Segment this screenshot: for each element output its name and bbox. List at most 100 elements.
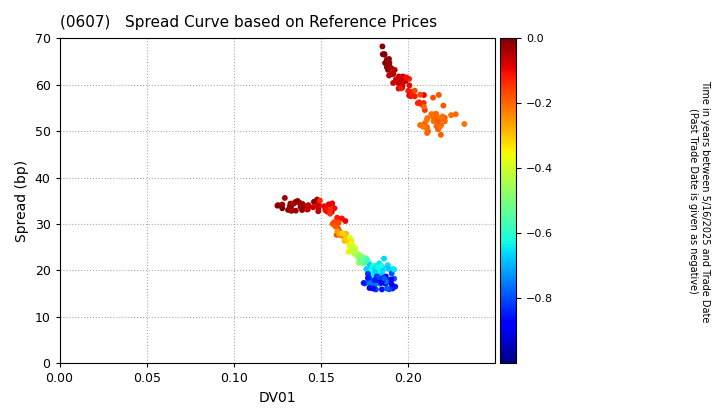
Point [370, 286, 382, 293]
Point [417, 101, 428, 108]
Point [387, 71, 399, 77]
Point [386, 281, 397, 287]
Point [374, 269, 385, 276]
Point [379, 51, 390, 58]
Point [348, 244, 359, 251]
Point [395, 83, 407, 90]
Point [294, 200, 306, 207]
Point [368, 270, 379, 277]
Point [387, 80, 399, 87]
Point [372, 267, 384, 274]
Point [301, 206, 312, 213]
Point [276, 205, 288, 212]
Point [341, 235, 352, 242]
Point [377, 277, 389, 284]
Point [381, 64, 392, 71]
Point [332, 225, 343, 232]
Point [324, 206, 336, 213]
Point [354, 256, 366, 262]
Point [366, 273, 377, 280]
Point [372, 274, 384, 281]
Point [343, 241, 355, 248]
Point [372, 264, 384, 271]
Point [383, 278, 395, 285]
Point [374, 261, 385, 268]
Point [346, 247, 357, 254]
Point [438, 114, 450, 121]
Point [344, 235, 356, 242]
Point [286, 202, 297, 208]
Point [397, 73, 409, 80]
Point [382, 265, 394, 272]
Point [348, 248, 360, 255]
Point [356, 253, 368, 260]
Point [365, 265, 377, 271]
Point [379, 280, 391, 287]
Point [333, 228, 345, 234]
Point [362, 268, 374, 274]
Point [432, 118, 444, 125]
Point [272, 202, 284, 209]
Point [377, 268, 389, 275]
Point [376, 286, 387, 293]
Point [354, 252, 365, 258]
Point [359, 259, 371, 266]
Point [364, 274, 375, 281]
Point [364, 262, 376, 268]
Point [331, 228, 343, 235]
Point [432, 114, 444, 121]
Point [336, 231, 348, 238]
Point [379, 275, 391, 281]
Point [302, 206, 313, 213]
Point [406, 92, 418, 98]
Point [368, 278, 379, 285]
Point [367, 265, 379, 272]
Point [326, 200, 338, 207]
Point [333, 228, 344, 234]
Point [333, 220, 344, 226]
Point [376, 279, 387, 286]
Point [386, 268, 397, 274]
Point [377, 43, 388, 50]
Point [290, 198, 302, 205]
Point [396, 75, 408, 81]
Point [337, 231, 348, 238]
Point [414, 122, 426, 129]
Point [391, 77, 402, 84]
Point [388, 276, 400, 282]
Point [409, 87, 420, 94]
Point [361, 257, 373, 264]
Point [376, 276, 387, 283]
Point [390, 76, 402, 83]
Point [384, 276, 395, 283]
Point [341, 231, 352, 237]
Point [372, 274, 383, 281]
Point [327, 220, 338, 227]
Y-axis label: Time in years between 5/16/2025 and Trade Date
(Past Trade Date is given as nega: Time in years between 5/16/2025 and Trad… [688, 79, 709, 322]
Point [415, 92, 426, 98]
Point [405, 93, 417, 100]
Point [375, 272, 387, 278]
Point [331, 214, 343, 221]
Point [426, 111, 437, 118]
Point [375, 280, 387, 286]
Point [393, 73, 405, 80]
Point [418, 92, 430, 98]
Point [419, 107, 431, 113]
Point [373, 275, 384, 282]
Point [374, 273, 386, 280]
Point [419, 120, 431, 127]
Point [297, 203, 309, 210]
Point [346, 241, 358, 248]
Text: (0607)   Spread Curve based on Reference Prices: (0607) Spread Curve based on Reference P… [60, 15, 437, 30]
Point [334, 230, 346, 237]
Point [279, 194, 291, 201]
Point [353, 251, 364, 258]
Point [354, 255, 366, 262]
Point [422, 115, 433, 121]
Point [321, 208, 333, 215]
Point [311, 196, 323, 203]
Point [367, 264, 379, 271]
Point [361, 266, 372, 273]
Point [318, 203, 330, 210]
